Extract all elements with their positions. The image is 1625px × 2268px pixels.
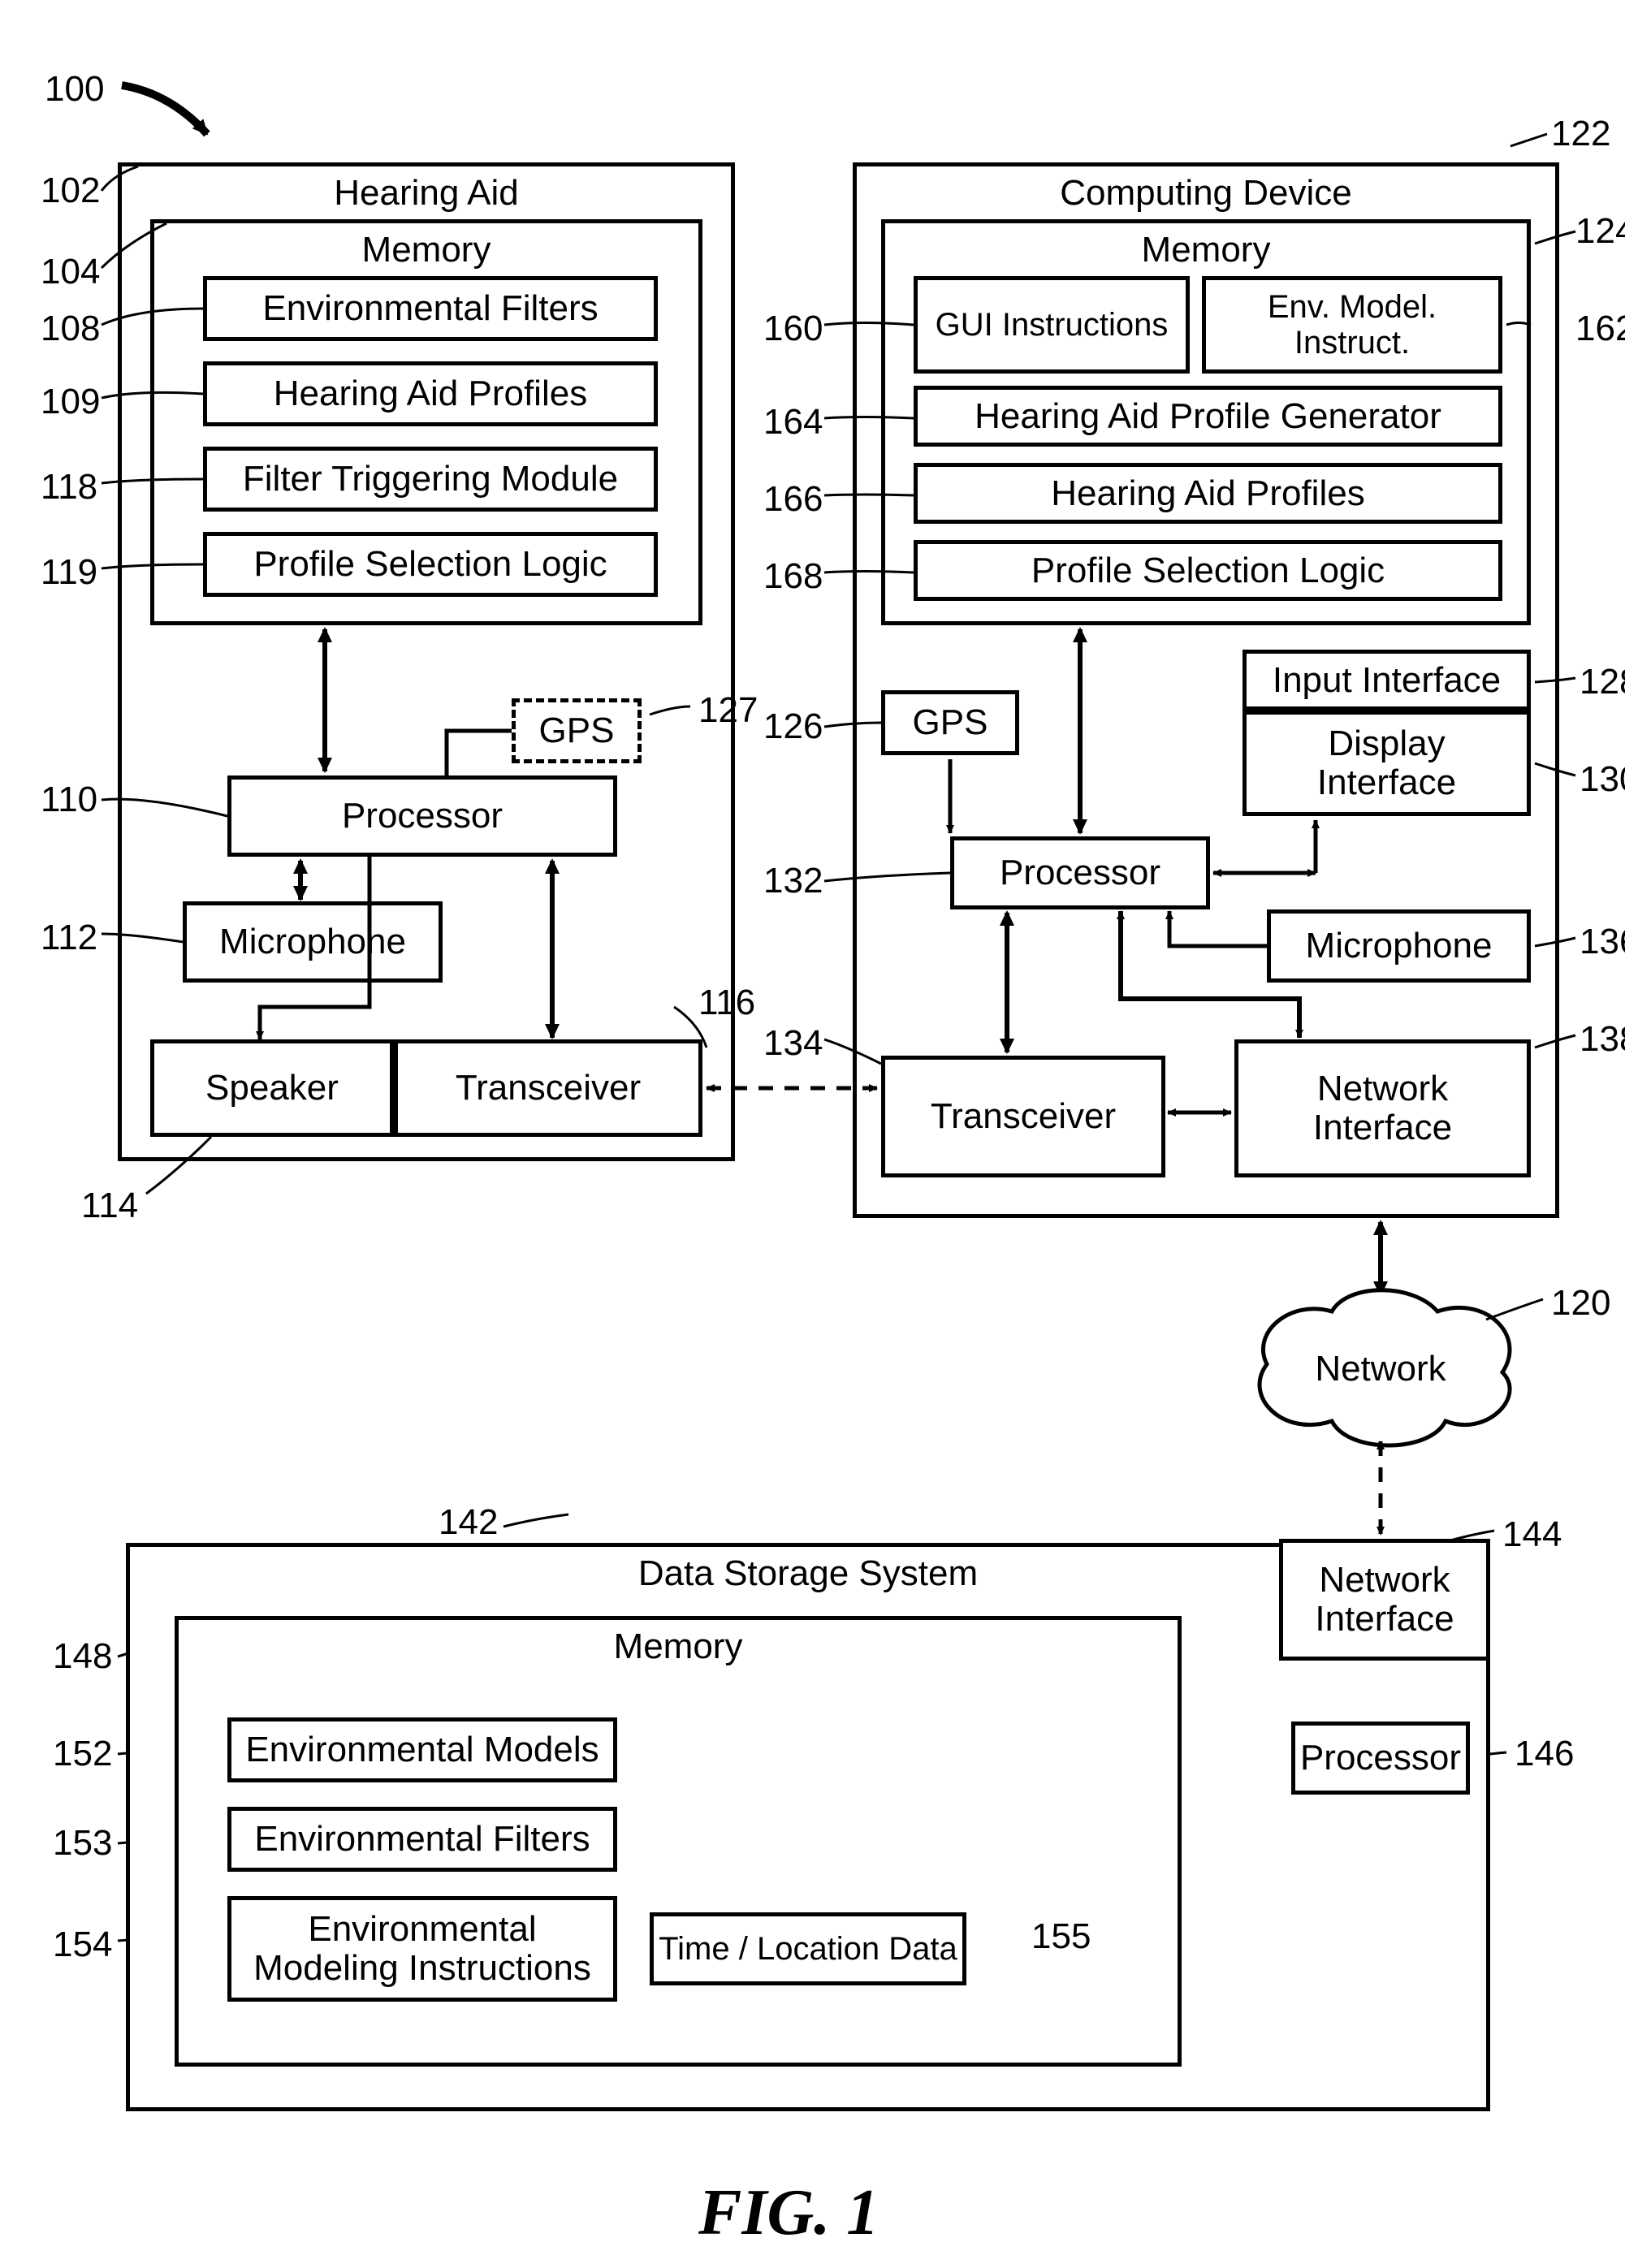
ref-128: 128: [1580, 662, 1625, 702]
cd-env-model: Env. Model. Instruct.: [1202, 276, 1502, 374]
ha-mem-item-2-label: Filter Triggering Module: [243, 459, 618, 499]
ref-138: 138: [1580, 1019, 1625, 1060]
ha-speaker-label: Speaker: [205, 1068, 339, 1108]
ref-162: 162: [1575, 309, 1625, 349]
ref-134: 134: [763, 1023, 823, 1064]
cd-generator-label: Hearing Aid Profile Generator: [975, 396, 1441, 437]
ds-time-loc-label: Time / Location Data: [659, 1931, 957, 1968]
ref-126: 126: [763, 706, 823, 747]
ref-122: 122: [1551, 114, 1610, 154]
cd-gui-label: GUI Instructions: [936, 307, 1169, 343]
ds-memory-title: Memory: [614, 1626, 743, 1667]
ha-mem-item-1-label: Hearing Aid Profiles: [274, 374, 587, 414]
cd-input-interface-label: Input Interface: [1273, 660, 1501, 701]
cd-network-if: NetworkInterface: [1234, 1039, 1531, 1177]
ha-processor: Processor: [227, 775, 617, 857]
ref-124: 124: [1575, 211, 1625, 252]
ds-processor: Processor: [1291, 1722, 1470, 1795]
ha-mem-item-0-label: Environmental Filters: [262, 288, 598, 329]
ref-164: 164: [763, 402, 823, 443]
ref-127: 127: [698, 690, 758, 731]
ref-100: 100: [45, 69, 104, 110]
ref-148: 148: [53, 1636, 112, 1677]
ref-130: 130: [1580, 759, 1625, 800]
ref-154: 154: [53, 1925, 112, 1965]
ref-153: 153: [53, 1823, 112, 1864]
ref-104: 104: [41, 252, 100, 292]
computing-device-title: Computing Device: [1060, 173, 1352, 214]
cd-selection-label: Profile Selection Logic: [1031, 551, 1385, 591]
ref-110: 110: [41, 780, 97, 820]
ha-speaker: Speaker: [150, 1039, 394, 1137]
data-storage-title: Data Storage System: [638, 1553, 978, 1594]
cd-gui: GUI Instructions: [914, 276, 1190, 374]
ref-120: 120: [1551, 1283, 1610, 1324]
ha-gps-label: GPS: [539, 711, 615, 751]
ha-mem-item-0: Environmental Filters: [203, 276, 658, 341]
ref-118: 118: [41, 467, 97, 508]
ref-155: 155: [1031, 1916, 1091, 1957]
ds-network-if-label: NetworkInterface: [1315, 1561, 1454, 1639]
ref-108: 108: [41, 309, 100, 349]
svg-text:Network: Network: [1315, 1349, 1446, 1389]
ref-116: 116: [698, 983, 755, 1023]
cd-processor: Processor: [950, 836, 1210, 909]
ref-166: 166: [763, 479, 823, 520]
cd-input-interface: Input Interface: [1243, 650, 1531, 711]
cd-processor-label: Processor: [1000, 853, 1160, 893]
ref-142: 142: [439, 1502, 498, 1543]
ref-119: 119: [41, 552, 97, 593]
ha-processor-label: Processor: [342, 796, 503, 836]
ds-mem-item-1-label: Environmental Filters: [254, 1819, 590, 1860]
ha-mem-item-3-label: Profile Selection Logic: [253, 544, 607, 585]
ref-136: 136: [1580, 922, 1625, 962]
ref-144: 144: [1502, 1514, 1562, 1555]
cd-transceiver-label: Transceiver: [931, 1096, 1116, 1137]
ha-microphone: Microphone: [183, 901, 443, 983]
network-cloud: [1260, 1290, 1510, 1445]
ds-time-loc: Time / Location Data: [650, 1912, 966, 1985]
ha-mem-item-1: Hearing Aid Profiles: [203, 361, 658, 426]
cd-transceiver: Transceiver: [881, 1056, 1165, 1177]
cd-profiles: Hearing Aid Profiles: [914, 463, 1502, 524]
ds-network-if: NetworkInterface: [1279, 1539, 1490, 1661]
cd-display: DisplayInterface: [1243, 711, 1531, 816]
ref-112: 112: [41, 918, 97, 958]
cd-microphone: Microphone: [1267, 909, 1531, 983]
ref-146: 146: [1515, 1734, 1574, 1774]
ds-mem-item-2: EnvironmentalModeling Instructions: [227, 1896, 617, 2002]
figure-caption: FIG. 1: [698, 2176, 879, 2250]
ref-132: 132: [763, 861, 823, 901]
ha-mem-item-2: Filter Triggering Module: [203, 447, 658, 512]
ds-mem-item-2-label: EnvironmentalModeling Instructions: [253, 1910, 591, 1989]
cd-display-label: DisplayInterface: [1317, 724, 1456, 803]
ref-160: 160: [763, 309, 823, 349]
ref-102: 102: [41, 171, 100, 211]
ref-168: 168: [763, 556, 823, 597]
ha-memory-title: Memory: [362, 230, 491, 270]
cd-selection: Profile Selection Logic: [914, 540, 1502, 601]
ref-152: 152: [53, 1734, 112, 1774]
ds-mem-item-1: Environmental Filters: [227, 1807, 617, 1872]
ha-mem-item-3: Profile Selection Logic: [203, 532, 658, 597]
cd-env-model-label: Env. Model. Instruct.: [1206, 289, 1498, 361]
cd-profiles-label: Hearing Aid Profiles: [1051, 473, 1364, 514]
ds-mem-item-0-label: Environmental Models: [245, 1730, 599, 1770]
ha-transceiver-label: Transceiver: [456, 1068, 641, 1108]
cd-microphone-label: Microphone: [1306, 926, 1493, 966]
cd-gps-label: GPS: [913, 702, 988, 743]
hearing-aid-title: Hearing Aid: [334, 173, 518, 214]
ref-109: 109: [41, 382, 100, 422]
cd-gps: GPS: [881, 690, 1019, 755]
ds-processor-label: Processor: [1300, 1738, 1461, 1778]
cd-memory-title: Memory: [1142, 230, 1271, 270]
ref-114: 114: [81, 1186, 138, 1226]
ha-transceiver: Transceiver: [394, 1039, 702, 1137]
ha-microphone-label: Microphone: [219, 922, 406, 962]
ha-gps: GPS: [512, 698, 642, 763]
cd-network-if-label: NetworkInterface: [1313, 1069, 1452, 1148]
ds-mem-item-0: Environmental Models: [227, 1717, 617, 1782]
cd-generator: Hearing Aid Profile Generator: [914, 386, 1502, 447]
